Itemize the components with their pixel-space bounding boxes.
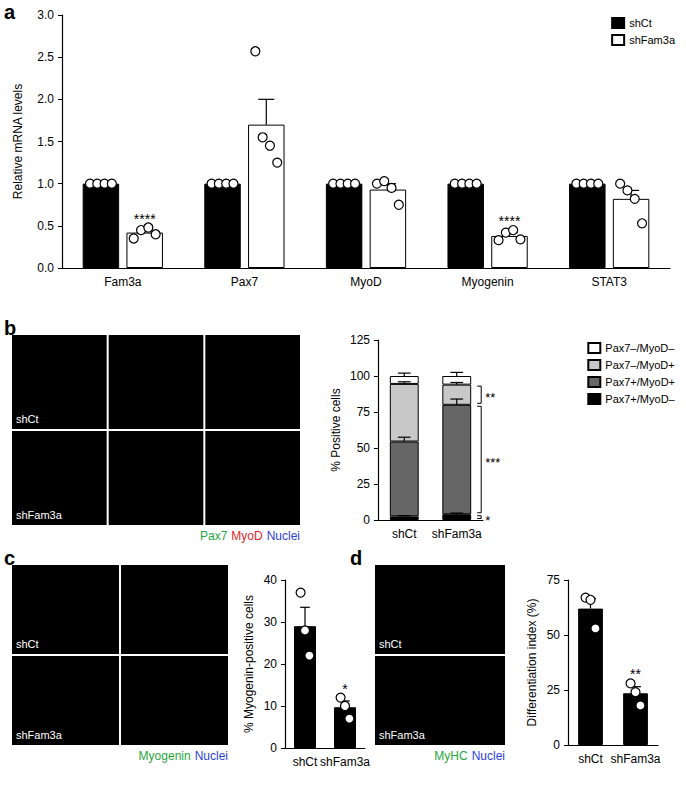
- svg-text:75: 75: [547, 573, 561, 587]
- svg-text:c: c: [4, 547, 16, 569]
- svg-text:Myogenin: Myogenin: [462, 275, 514, 289]
- svg-text:shCt: shCt: [379, 638, 402, 650]
- svg-text:50: 50: [547, 628, 561, 642]
- svg-text:1.0: 1.0: [37, 177, 54, 191]
- svg-text:b: b: [4, 317, 17, 339]
- svg-text:shFam3a: shFam3a: [320, 755, 370, 769]
- svg-text:MyHC: MyHC: [434, 749, 468, 763]
- svg-text:25: 25: [547, 683, 561, 697]
- svg-text:**: **: [485, 390, 495, 405]
- svg-text:shFam3a: shFam3a: [379, 729, 426, 741]
- svg-text:shCt: shCt: [293, 755, 318, 769]
- svg-text:**: **: [630, 666, 641, 682]
- svg-text:shFam3a: shFam3a: [610, 752, 660, 766]
- svg-text:30: 30: [264, 615, 278, 629]
- svg-text:0.0: 0.0: [37, 261, 54, 275]
- svg-text:Nuclei: Nuclei: [267, 529, 300, 543]
- svg-text:20: 20: [264, 657, 278, 671]
- svg-text:****: ****: [499, 213, 521, 229]
- svg-text:STAT3: STAT3: [591, 275, 627, 289]
- svg-text:Nuclei: Nuclei: [195, 749, 228, 763]
- svg-text:d: d: [350, 547, 362, 569]
- svg-text:shFam3a: shFam3a: [16, 729, 63, 741]
- svg-text:a: a: [4, 1, 16, 23]
- svg-text:Pax7+/MyoD+: Pax7+/MyoD+: [605, 376, 675, 388]
- svg-text:Pax7: Pax7: [200, 529, 228, 543]
- svg-text:Nuclei: Nuclei: [472, 749, 505, 763]
- svg-text:shFam3a: shFam3a: [432, 527, 482, 541]
- svg-text:2.5: 2.5: [37, 50, 54, 64]
- svg-text:0: 0: [553, 738, 560, 752]
- svg-text:***: ***: [485, 455, 500, 470]
- svg-text:Pax7+/MyoD–: Pax7+/MyoD–: [605, 393, 675, 405]
- svg-text:shCt: shCt: [392, 527, 417, 541]
- svg-text:0: 0: [363, 513, 370, 527]
- svg-text:Differentiation index (%): Differentiation index (%): [525, 599, 539, 727]
- svg-text:3.0: 3.0: [37, 8, 54, 22]
- svg-text:Pax7–/MyoD+: Pax7–/MyoD+: [605, 359, 674, 371]
- svg-text:Relative mRNA levels: Relative mRNA levels: [11, 84, 25, 199]
- svg-text:shCt: shCt: [578, 752, 603, 766]
- svg-text:% Myogenin-positive cells: % Myogenin-positive cells: [242, 595, 256, 733]
- svg-text:Pax7–/MyoD–: Pax7–/MyoD–: [605, 342, 675, 354]
- svg-text:shCt: shCt: [629, 17, 652, 29]
- svg-text:75: 75: [357, 405, 371, 419]
- svg-text:0.5: 0.5: [37, 219, 54, 233]
- svg-text:125: 125: [350, 333, 370, 347]
- svg-text:*: *: [342, 681, 348, 697]
- svg-text:% Positive cells: % Positive cells: [329, 388, 343, 471]
- svg-text:2.0: 2.0: [37, 92, 54, 106]
- svg-text:Pax7: Pax7: [231, 275, 259, 289]
- svg-text:shFam3a: shFam3a: [629, 34, 676, 46]
- svg-text:MyoD: MyoD: [231, 529, 263, 543]
- svg-text:1.5: 1.5: [37, 135, 54, 149]
- svg-text:shCt: shCt: [16, 413, 39, 425]
- svg-text:shCt: shCt: [16, 638, 39, 650]
- svg-text:50: 50: [357, 441, 371, 455]
- svg-text:25: 25: [357, 477, 371, 491]
- svg-text:Myogenin: Myogenin: [139, 749, 191, 763]
- svg-text:0: 0: [270, 741, 277, 755]
- svg-text:40: 40: [264, 573, 278, 587]
- svg-text:MyoD: MyoD: [350, 275, 382, 289]
- svg-text:*: *: [485, 513, 490, 528]
- svg-text:Fam3a: Fam3a: [104, 275, 142, 289]
- svg-text:shFam3a: shFam3a: [16, 509, 63, 521]
- svg-text:10: 10: [264, 699, 278, 713]
- svg-text:100: 100: [350, 369, 370, 383]
- svg-text:****: ****: [134, 211, 156, 227]
